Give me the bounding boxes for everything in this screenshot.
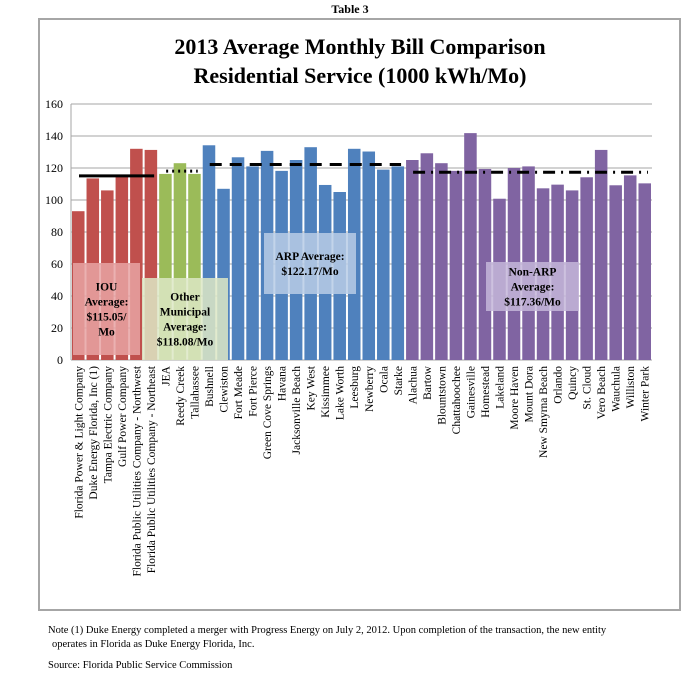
- x-tick-label: Florida Public Utilities Company - North…: [131, 365, 143, 576]
- average-annotation-text: Non-ARP: [509, 267, 557, 279]
- x-tick-label: Fort Pierce: [248, 366, 260, 417]
- x-tick-label: Lakeland: [494, 366, 506, 409]
- x-tick-label: Fort Meade: [233, 366, 245, 419]
- x-tick-label: Leesburg: [349, 366, 361, 409]
- bar: [580, 177, 593, 360]
- x-tick-label: Key West: [306, 365, 318, 410]
- average-annotation-text: ARP Average:: [275, 251, 344, 263]
- average-annotation-text: $122.17/Mo: [281, 265, 338, 278]
- x-tick-label: Moore Haven: [509, 366, 521, 430]
- bar: [464, 133, 477, 360]
- bar: [377, 169, 390, 360]
- x-tick-label: Bartow: [422, 365, 434, 400]
- x-tick-label: Alachua: [407, 366, 419, 404]
- x-tick-label: New Smyrna Beach: [538, 366, 550, 458]
- average-annotation-text: Municipal: [160, 307, 210, 319]
- bar: [623, 175, 637, 360]
- average-annotation-text: Other: [170, 292, 199, 304]
- average-annotation-text: IOU: [96, 282, 118, 294]
- bar: [435, 163, 448, 360]
- x-tick-label: Quincy: [567, 366, 579, 400]
- x-tick-label: Chattahoochee: [451, 366, 463, 434]
- bar: [594, 149, 608, 360]
- x-tick-label: Green Cove Springs: [262, 365, 274, 459]
- x-tick-label: Starke: [393, 366, 405, 395]
- x-tick-label: Tallahassee: [189, 366, 201, 419]
- y-tick-label: 20: [51, 321, 63, 335]
- average-annotation-text: Average:: [85, 297, 129, 309]
- footnote-line-1: Note (1) Duke Energy completed a merger …: [48, 625, 607, 636]
- y-tick-label: 60: [51, 257, 63, 271]
- average-annotation-text: $117.36/Mo: [504, 296, 561, 309]
- x-tick-label: Clewiston: [219, 366, 231, 413]
- average-annotation-box: [142, 278, 228, 360]
- average-annotation-text: Average:: [511, 282, 555, 294]
- source-note: Source: Florida Public Service Commissio…: [48, 660, 233, 671]
- footnote-line-2: operates in Florida as Duke Energy Flori…: [52, 639, 255, 650]
- bar: [391, 166, 405, 360]
- x-tick-label: Bushnell: [204, 366, 216, 407]
- x-tick-label: Lake Worth: [335, 366, 347, 420]
- bar: [362, 151, 376, 360]
- y-tick-label: 140: [45, 129, 63, 143]
- average-annotation-text: Mo: [98, 327, 115, 339]
- bar: [609, 185, 622, 360]
- y-tick-label: 100: [45, 193, 63, 207]
- bar: [478, 168, 492, 360]
- x-tick-label: Williston: [625, 366, 637, 409]
- x-tick-label: Winter Park: [640, 366, 652, 422]
- x-tick-label: Tampa Electric Company: [102, 366, 114, 484]
- chart-frame: [38, 18, 681, 611]
- x-tick-label: Mount Dora: [524, 366, 536, 423]
- bar: [406, 160, 419, 360]
- average-annotation-box: [264, 233, 356, 294]
- x-tick-label: JEA: [160, 365, 172, 386]
- average-annotation-box: [486, 262, 579, 311]
- x-tick-label: Kissimmee: [320, 366, 332, 418]
- average-annotation-text: $115.05/: [87, 311, 128, 324]
- bar: [420, 153, 434, 360]
- x-tick-label: Florida Public Utilities Company - North…: [146, 365, 158, 573]
- x-tick-label: Homestead: [480, 366, 492, 418]
- chart-title: 2013 Average Monthly Bill Comparison: [174, 34, 545, 59]
- bar: [246, 166, 259, 360]
- x-tick-label: St. Cloud: [582, 366, 594, 410]
- average-annotation-text: Average:: [163, 322, 207, 334]
- y-tick-label: 160: [45, 97, 63, 111]
- bar: [638, 183, 651, 360]
- x-tick-label: Florida Power & Light Company: [73, 366, 85, 519]
- x-tick-label: Havana: [277, 366, 289, 401]
- x-tick-label: Duke Energy Florida, Inc (1): [88, 366, 100, 500]
- x-tick-label: Gainesville: [465, 366, 477, 418]
- y-tick-label: 0: [57, 353, 63, 367]
- bar: [231, 157, 245, 360]
- average-annotation-text: $118.08/Mo: [157, 336, 214, 349]
- bar: [449, 170, 463, 360]
- y-tick-label: 80: [51, 225, 63, 239]
- x-tick-label: Wauchula: [611, 366, 623, 412]
- average-annotation-box: [73, 263, 140, 355]
- x-tick-label: Orlando: [553, 366, 565, 404]
- bar-chart: 2013 Average Monthly Bill Comparison Resi…: [45, 34, 652, 577]
- x-tick-label: Blountstown: [436, 366, 448, 425]
- x-tick-label: Vero Beach: [596, 366, 608, 420]
- x-tick-label: Gulf Power Company: [117, 366, 129, 467]
- y-tick-label: 120: [45, 161, 63, 175]
- x-tick-label: Ocala: [378, 366, 390, 393]
- table-label: Table 3: [331, 2, 369, 16]
- x-tick-label: Newberry: [364, 366, 376, 412]
- chart-subtitle: Residential Service (1000 kWh/Mo): [193, 63, 526, 88]
- x-tick-label: Jacksonville Beach: [291, 366, 303, 455]
- y-tick-label: 40: [51, 289, 63, 303]
- x-tick-label: Reedy Creek: [175, 366, 187, 426]
